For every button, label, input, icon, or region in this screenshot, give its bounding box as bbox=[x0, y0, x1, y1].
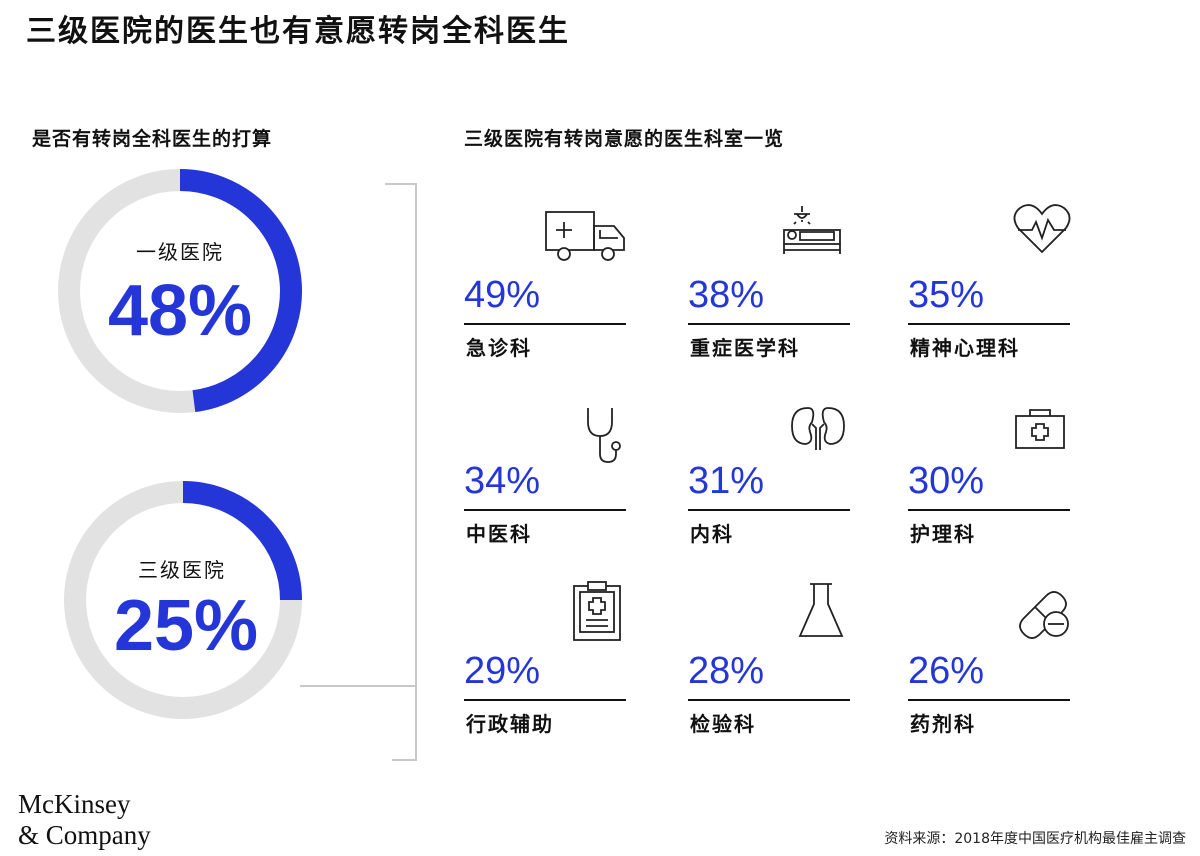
dept-divider bbox=[688, 509, 850, 511]
dept-percentage: 29% bbox=[464, 650, 541, 692]
right-subtitle: 三级医院有转岗意愿的医生科室一览 bbox=[464, 128, 785, 150]
clipboard-icon bbox=[573, 581, 621, 641]
ring-value-level3: 25% bbox=[113, 586, 259, 666]
dept-name: 重症医学科 bbox=[690, 336, 800, 360]
dept-percentage: 34% bbox=[464, 460, 541, 502]
dept-percentage: 49% bbox=[464, 274, 541, 316]
dept-card: 30% 护理科 bbox=[908, 388, 1072, 546]
patient-bed-icon bbox=[783, 206, 841, 254]
dept-card: 28% 检验科 bbox=[688, 578, 852, 736]
dept-divider bbox=[464, 323, 626, 325]
dept-percentage: 26% bbox=[908, 650, 985, 692]
dept-percentage: 28% bbox=[688, 650, 765, 692]
dept-percentage: 35% bbox=[908, 274, 985, 316]
ring-value-level1: 48% bbox=[107, 271, 253, 351]
dept-name: 内科 bbox=[690, 522, 734, 546]
heart-pulse-icon bbox=[1013, 204, 1071, 254]
donut-arc-level3 bbox=[182, 481, 302, 601]
page-title: 三级医院的医生也有意愿转岗全科医生 bbox=[26, 14, 570, 49]
kidneys-icon bbox=[791, 407, 845, 450]
dept-name: 行政辅助 bbox=[466, 712, 554, 736]
mckinsey-logo: McKinsey & Company bbox=[18, 789, 151, 851]
dept-name: 精神心理科 bbox=[910, 336, 1020, 360]
pills-icon bbox=[1019, 591, 1069, 639]
dept-percentage: 31% bbox=[688, 460, 765, 502]
dept-divider bbox=[464, 509, 626, 511]
dept-card: 29% 行政辅助 bbox=[464, 578, 628, 736]
dept-card: 38% 重症医学科 bbox=[688, 202, 852, 360]
dept-name: 检验科 bbox=[690, 712, 756, 736]
dept-card: 26% 药剂科 bbox=[908, 578, 1072, 736]
first-aid-kit-icon bbox=[1015, 409, 1065, 449]
dept-percentage: 30% bbox=[908, 460, 985, 502]
dept-name: 护理科 bbox=[910, 522, 976, 546]
dept-name: 药剂科 bbox=[910, 712, 976, 736]
dept-card: 35% 精神心理科 bbox=[908, 202, 1072, 360]
ambulance-icon bbox=[545, 211, 625, 261]
dept-card: 49% 急诊科 bbox=[464, 202, 628, 360]
dept-divider bbox=[688, 323, 850, 325]
donut-arc-level1 bbox=[179, 169, 302, 413]
logo-line2: & Company bbox=[18, 820, 151, 850]
left-subtitle: 是否有转岗全科医生的打算 bbox=[32, 128, 273, 150]
dept-percentage: 38% bbox=[688, 274, 765, 316]
dept-name: 中医科 bbox=[466, 522, 532, 546]
dept-divider bbox=[688, 699, 850, 701]
dept-divider bbox=[908, 699, 1070, 701]
dept-divider bbox=[908, 323, 1070, 325]
dept-card: 31% 内科 bbox=[688, 388, 852, 546]
dept-card: 34% 中医科 bbox=[464, 388, 628, 546]
ring-label-level3: 三级医院 bbox=[138, 558, 226, 582]
donut-ring-level1 bbox=[58, 169, 302, 413]
ring-label-level1: 一级医院 bbox=[136, 240, 224, 264]
stethoscope-icon bbox=[587, 408, 621, 463]
dept-divider bbox=[464, 699, 626, 701]
logo-line1: McKinsey bbox=[18, 789, 131, 819]
lab-flask-icon bbox=[798, 583, 844, 637]
donut-ring-level3 bbox=[64, 481, 302, 719]
dept-divider bbox=[908, 509, 1070, 511]
dept-name: 急诊科 bbox=[466, 336, 532, 360]
source-note: 资料来源：2018年度中国医疗机构最佳雇主调查 bbox=[884, 831, 1186, 847]
